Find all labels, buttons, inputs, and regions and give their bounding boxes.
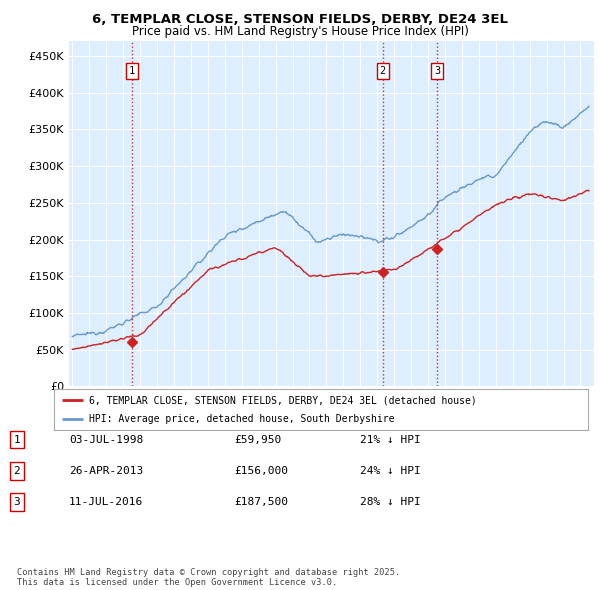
Text: 3: 3 (13, 497, 20, 507)
Text: 11-JUL-2016: 11-JUL-2016 (69, 497, 143, 507)
Text: £59,950: £59,950 (234, 435, 281, 444)
Text: 2: 2 (13, 466, 20, 476)
Text: 28% ↓ HPI: 28% ↓ HPI (360, 497, 421, 507)
Text: 1: 1 (13, 435, 20, 444)
Text: 2: 2 (380, 65, 386, 76)
Text: 03-JUL-1998: 03-JUL-1998 (69, 435, 143, 444)
Text: Price paid vs. HM Land Registry's House Price Index (HPI): Price paid vs. HM Land Registry's House … (131, 25, 469, 38)
Text: 6, TEMPLAR CLOSE, STENSON FIELDS, DERBY, DE24 3EL (detached house): 6, TEMPLAR CLOSE, STENSON FIELDS, DERBY,… (89, 395, 476, 405)
Text: 1: 1 (128, 65, 135, 76)
Text: £187,500: £187,500 (234, 497, 288, 507)
Text: HPI: Average price, detached house, South Derbyshire: HPI: Average price, detached house, Sout… (89, 415, 394, 424)
Text: £156,000: £156,000 (234, 466, 288, 476)
Text: 21% ↓ HPI: 21% ↓ HPI (360, 435, 421, 444)
Text: 3: 3 (434, 65, 440, 76)
Text: 24% ↓ HPI: 24% ↓ HPI (360, 466, 421, 476)
Text: 6, TEMPLAR CLOSE, STENSON FIELDS, DERBY, DE24 3EL: 6, TEMPLAR CLOSE, STENSON FIELDS, DERBY,… (92, 13, 508, 26)
Text: 26-APR-2013: 26-APR-2013 (69, 466, 143, 476)
Text: Contains HM Land Registry data © Crown copyright and database right 2025.
This d: Contains HM Land Registry data © Crown c… (17, 568, 400, 587)
